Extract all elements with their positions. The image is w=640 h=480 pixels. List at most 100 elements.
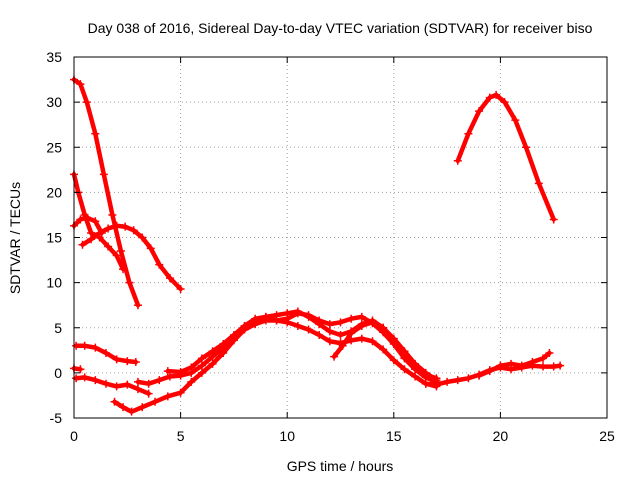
- data-point: [534, 179, 543, 188]
- data-point: [261, 312, 270, 321]
- data-point: [72, 341, 81, 350]
- data-point: [91, 376, 100, 385]
- x-axis-label: GPS time / hours: [287, 458, 394, 474]
- data-point: [325, 337, 334, 346]
- series-arc-5: [72, 341, 140, 367]
- data-point: [91, 343, 100, 352]
- data-point: [549, 215, 558, 224]
- data-point: [76, 215, 85, 224]
- data-point: [151, 397, 160, 406]
- data-point: [347, 314, 356, 323]
- x-tick-label: 20: [493, 428, 509, 444]
- data-point: [304, 325, 313, 334]
- data-point: [112, 355, 121, 364]
- data-point: [110, 397, 119, 406]
- data-point: [485, 367, 494, 376]
- data-point: [336, 330, 345, 339]
- data-point: [464, 129, 473, 138]
- data-point: [251, 316, 260, 325]
- data-point: [453, 376, 462, 385]
- data-point: [80, 341, 89, 350]
- data-point: [315, 320, 324, 329]
- data-point: [357, 334, 366, 343]
- data-point: [82, 98, 91, 107]
- data-point: [187, 377, 196, 386]
- data-point: [82, 213, 91, 222]
- series-arc-11: [330, 318, 441, 385]
- data-point: [176, 388, 185, 397]
- data-point: [104, 224, 113, 233]
- data-point: [144, 379, 153, 388]
- data-point: [283, 309, 292, 318]
- data-point: [330, 352, 339, 361]
- plot-area: [70, 75, 565, 416]
- data-point: [129, 226, 138, 235]
- data-point: [163, 367, 172, 376]
- data-point: [208, 347, 217, 356]
- x-tick-label: 10: [279, 428, 295, 444]
- data-point: [521, 143, 530, 152]
- data-point: [155, 376, 164, 385]
- data-point: [229, 330, 238, 339]
- data-point: [123, 357, 132, 366]
- data-point: [336, 318, 345, 327]
- data-point: [131, 358, 140, 367]
- data-point: [165, 372, 174, 381]
- data-point: [368, 318, 377, 327]
- x-tick-label: 0: [70, 428, 78, 444]
- data-point: [112, 382, 121, 391]
- data-point: [95, 228, 104, 237]
- data-point: [119, 403, 128, 412]
- data-point: [91, 217, 100, 226]
- data-point: [99, 170, 108, 179]
- axis-ticks: 0 5 10 15 20 25 -5 0 5 10 15 20 25 30 35: [46, 49, 615, 444]
- data-point: [411, 372, 420, 381]
- data-point: [379, 323, 388, 332]
- x-tick-label: 15: [386, 428, 402, 444]
- data-point: [187, 363, 196, 372]
- data-point: [219, 339, 228, 348]
- grid: [74, 57, 607, 418]
- series-arc-4: [78, 221, 185, 293]
- data-point: [411, 359, 420, 368]
- data-point: [104, 242, 113, 251]
- series-line: [80, 223, 183, 292]
- y-tick-label: 15: [46, 230, 62, 246]
- data-point: [443, 377, 452, 386]
- data-point: [87, 235, 96, 244]
- data-point: [72, 374, 81, 383]
- y-tick-label: 35: [46, 49, 62, 65]
- data-point: [357, 321, 366, 330]
- data-point: [112, 251, 121, 260]
- data-point: [400, 347, 409, 356]
- y-tick-label: 5: [54, 320, 62, 336]
- y-tick-label: 10: [46, 275, 62, 291]
- data-point: [485, 93, 494, 102]
- data-point: [127, 407, 136, 416]
- data-point: [325, 327, 334, 336]
- chart-title: Day 038 of 2016, Sidereal Day-to-day VTE…: [88, 20, 593, 36]
- data-point: [163, 392, 172, 401]
- data-point: [496, 361, 505, 370]
- series-arc-7: [72, 373, 153, 398]
- y-tick-label: 20: [46, 184, 62, 200]
- data-point: [464, 374, 473, 383]
- data-point: [91, 129, 100, 138]
- data-point: [116, 247, 125, 256]
- data-point: [549, 362, 558, 371]
- data-point: [123, 380, 132, 389]
- data-point: [293, 307, 302, 316]
- data-point: [389, 356, 398, 365]
- data-point: [507, 359, 516, 368]
- series-arc-14: [453, 90, 558, 224]
- data-point: [155, 260, 164, 269]
- data-point: [108, 210, 117, 219]
- data-point: [138, 403, 147, 412]
- data-point: [545, 349, 554, 358]
- series-line: [455, 92, 556, 222]
- y-tick-label: 25: [46, 139, 62, 155]
- data-point: [357, 312, 366, 321]
- data-point: [76, 80, 85, 89]
